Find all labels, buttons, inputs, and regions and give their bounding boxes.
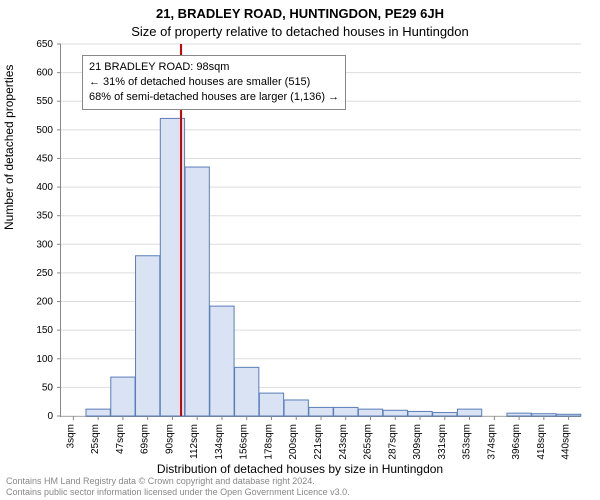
infobox-line-larger: 68% of semi-detached houses are larger (…: [89, 90, 339, 105]
svg-text:353sqm: 353sqm: [462, 424, 473, 460]
chart-subtitle: Size of property relative to detached ho…: [0, 24, 600, 39]
y-axis-label: Number of detached properties: [2, 65, 16, 230]
chart-page: { "titles": { "address": "21, BRADLEY RO…: [0, 0, 600, 500]
svg-text:396sqm: 396sqm: [511, 424, 522, 460]
footer-attribution: Contains HM Land Registry data © Crown c…: [6, 476, 594, 498]
svg-text:112sqm: 112sqm: [189, 424, 200, 459]
svg-text:350: 350: [36, 211, 53, 222]
svg-text:3sqm: 3sqm: [65, 424, 76, 448]
svg-text:600: 600: [36, 68, 53, 79]
svg-text:69sqm: 69sqm: [140, 424, 151, 454]
svg-text:450: 450: [36, 153, 53, 164]
svg-text:400: 400: [36, 182, 53, 193]
svg-text:500: 500: [36, 125, 53, 136]
svg-text:0: 0: [47, 411, 53, 422]
svg-text:134sqm: 134sqm: [214, 424, 225, 460]
svg-text:50: 50: [42, 382, 54, 393]
svg-text:287sqm: 287sqm: [387, 424, 398, 460]
svg-text:309sqm: 309sqm: [412, 424, 423, 460]
chart-address-title: 21, BRADLEY ROAD, HUNTINGDON, PE29 6JH: [0, 6, 600, 21]
svg-text:150: 150: [36, 325, 53, 336]
svg-text:374sqm: 374sqm: [486, 424, 497, 460]
svg-text:47sqm: 47sqm: [115, 424, 126, 454]
footer-line2: Contains public sector information licen…: [6, 487, 594, 498]
svg-text:650: 650: [36, 39, 53, 50]
svg-text:221sqm: 221sqm: [313, 424, 324, 460]
svg-text:265sqm: 265sqm: [363, 424, 374, 460]
histogram-bars: [86, 118, 581, 416]
svg-text:418sqm: 418sqm: [536, 424, 547, 460]
y-ticks: 0 50 100 150 200 250 300 350 400 450 500 550 600 650: [36, 39, 61, 422]
svg-text:300: 300: [36, 239, 53, 250]
infobox-line-smaller: ← 31% of detached houses are smaller (51…: [89, 75, 339, 90]
svg-text:331sqm: 331sqm: [437, 424, 448, 460]
svg-text:243sqm: 243sqm: [338, 424, 349, 460]
x-ticks: 3sqm 25sqm 47sqm 69sqm 90sqm 112sqm 134sqm 156s…: [65, 416, 571, 460]
callout-infobox: 21 BRADLEY ROAD: 98sqm ← 31% of detached…: [82, 55, 346, 110]
footer-line1: Contains HM Land Registry data © Crown c…: [6, 476, 594, 487]
svg-text:440sqm: 440sqm: [561, 424, 572, 460]
svg-text:200: 200: [36, 297, 53, 308]
svg-text:178sqm: 178sqm: [263, 424, 274, 460]
svg-text:200sqm: 200sqm: [288, 424, 299, 460]
svg-text:550: 550: [36, 96, 53, 107]
svg-text:100: 100: [36, 354, 53, 365]
svg-text:25sqm: 25sqm: [90, 424, 101, 454]
svg-text:156sqm: 156sqm: [239, 424, 250, 460]
svg-text:250: 250: [36, 268, 53, 279]
svg-text:90sqm: 90sqm: [164, 424, 175, 454]
infobox-line-property: 21 BRADLEY ROAD: 98sqm: [89, 60, 339, 75]
x-axis-label: Distribution of detached houses by size …: [0, 462, 600, 476]
